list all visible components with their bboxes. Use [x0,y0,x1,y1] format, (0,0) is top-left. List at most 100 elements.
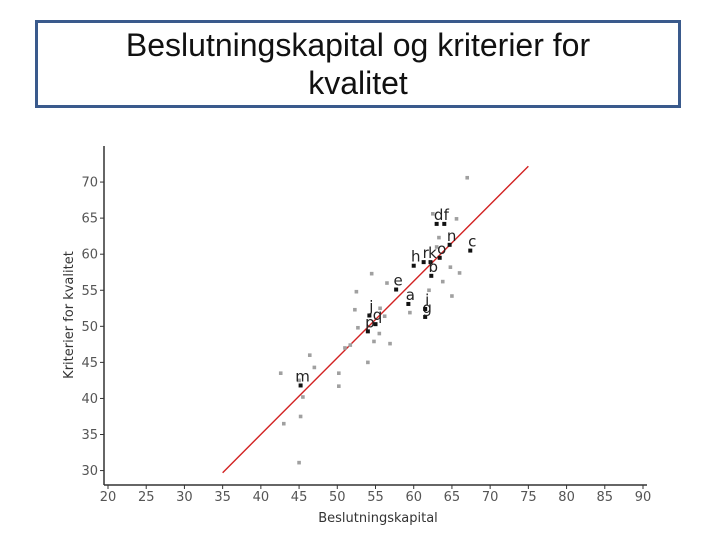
labeled-point-marker [442,221,447,226]
trend-line-group [222,165,529,474]
labeled-point-marker [468,248,473,253]
chart-axes: 20 25 30 35 40 45 50 55 60 65 70 75 80 85 90 30 35 40 45 50… [81,146,651,505]
labeled-point-marker [367,313,372,318]
labeled-point-marker [421,260,426,265]
point-label: q [373,306,383,324]
x-tick-label: 75 [520,490,537,505]
point-label: b [429,258,439,276]
y-tick-label: 70 [81,176,98,191]
point-label: p [365,313,375,331]
data-point [301,395,305,399]
labeled-point-marker [423,314,428,319]
data-point [440,279,445,284]
y-tick-label: 65 [81,212,98,227]
data-point [281,421,286,426]
data-point [312,365,317,370]
data-point [377,331,382,336]
x-tick-label: 85 [597,490,614,505]
slide-title: Beslutningskapital og kriterier for kval… [125,27,591,101]
data-point [434,245,439,249]
labeled-point-marker [411,263,416,268]
labeled-point-marker [434,221,439,226]
trend-line [222,165,529,474]
point-label: d [434,206,444,224]
data-point [278,371,283,376]
data-point [454,217,459,221]
data-point [337,384,341,388]
point-label: k [428,244,437,262]
data-point [388,341,392,346]
x-tick-label: 55 [367,490,384,505]
labeled-points: mpqjeagihrkbodfnc [295,206,476,388]
x-tick-label: 25 [138,490,155,505]
data-point [343,346,347,350]
labeled-point-marker [423,307,428,312]
data-point [382,314,387,319]
labeled-point-marker [373,322,378,327]
data-point [356,325,360,330]
x-tick-label: 35 [214,490,231,505]
data-point [369,271,374,276]
data-point [366,360,370,365]
y-tick-label: 50 [81,320,98,335]
data-point [348,343,353,347]
x-tick-label: 80 [558,490,575,505]
x-tick-label: 90 [635,490,652,505]
point-label: o [437,240,446,258]
y-tick-label: 40 [81,392,98,407]
labeled-point-marker [365,329,370,334]
data-point [408,310,412,315]
point-label: e [394,272,403,290]
data-points [278,175,470,465]
data-point [297,378,301,383]
point-label: i [425,291,429,309]
point-label: n [447,227,457,245]
labeled-point-marker [406,301,411,306]
data-point [457,271,462,275]
y-tick-label: 60 [81,248,98,263]
data-point [353,307,357,312]
y-tick-label: 45 [81,356,98,371]
y-tick-label: 55 [81,284,98,299]
data-point [298,414,303,419]
data-point [448,265,453,269]
x-tick-label: 40 [253,490,270,505]
labeled-point-marker [429,273,434,278]
data-point [297,460,301,465]
y-axis-label: Kriterier for kvalitet [62,251,77,379]
point-label: j [368,298,373,316]
data-point [385,281,389,285]
data-point [450,294,454,298]
data-point [465,175,470,180]
data-point [431,212,435,216]
data-point [337,371,341,376]
labeled-point-marker [394,287,399,292]
data-point [354,289,359,294]
slide-title-box: Beslutningskapital og kriterier for kval… [35,20,681,108]
x-axis-label: Beslutningskapital [318,511,438,526]
point-label: c [468,233,476,251]
y-tick-label: 30 [81,464,98,479]
point-label: f [444,206,450,224]
x-tick-label: 50 [329,490,346,505]
labeled-point-marker [437,255,442,260]
x-tick-label: 20 [100,490,117,505]
point-label: m [295,367,310,385]
data-point [437,235,441,240]
x-tick-label: 30 [176,490,193,505]
point-label: h [411,248,421,266]
x-tick-label: 65 [444,490,461,505]
data-point [427,288,431,293]
x-tick-label: 70 [482,490,499,505]
point-label: a [406,286,415,304]
data-point [372,339,376,344]
labeled-point-marker [447,242,452,247]
data-point [307,353,312,357]
labeled-point-marker [428,260,433,265]
labeled-point-marker [298,383,303,388]
x-tick-label: 60 [405,490,422,505]
point-label: r [423,244,430,262]
x-tick-label: 45 [291,490,308,505]
data-point [378,306,382,311]
